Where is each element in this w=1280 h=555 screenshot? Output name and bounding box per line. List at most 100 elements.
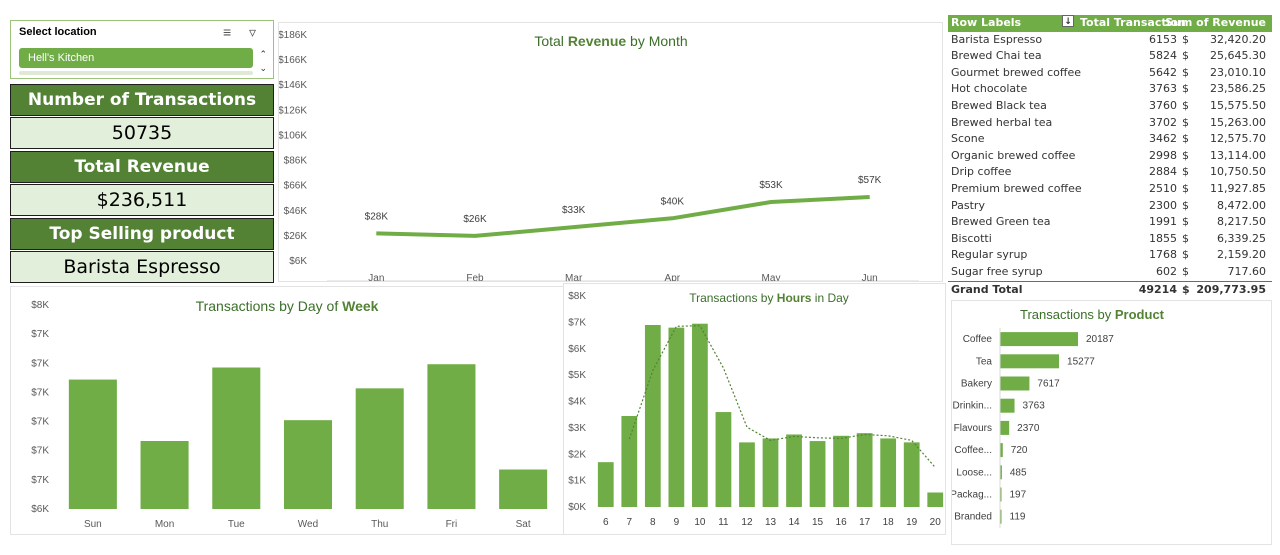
- pivot-cell-currency: $: [1182, 148, 1189, 162]
- x-tick-label: Jan: [368, 273, 384, 281]
- bar-hour-14: [786, 434, 802, 507]
- y-tick-label: $86K: [284, 156, 308, 167]
- pivot-cell-currency: $: [1182, 115, 1189, 129]
- pivot-row: Gourmet brewed coffee 5642 $23,010.10: [948, 65, 1272, 82]
- chart-title: Transactions by Product: [1020, 307, 1165, 322]
- x-tick-label: 13: [765, 517, 777, 528]
- bar-hour-6: [597, 462, 614, 507]
- kpi-top-product-label: Top Selling product: [10, 218, 274, 250]
- bar-product: [1000, 509, 1002, 524]
- slicer-item-next[interactable]: [19, 71, 253, 75]
- data-label: $33K: [562, 205, 586, 216]
- data-label: $28K: [365, 211, 389, 222]
- x-tick-label: Tue: [228, 519, 245, 530]
- weekday-chart-panel: Transactions by Day of Week $8K $7K $7K $7K $…: [10, 286, 565, 535]
- pivot-cell-revenue: 32,420.20: [1210, 32, 1266, 46]
- x-tick-label: Jun: [862, 273, 878, 281]
- multi-select-icon[interactable]: ≡: [223, 24, 232, 40]
- pivot-cell-currency: $: [1182, 49, 1189, 63]
- pivot-cell-transactions: 2510: [1149, 181, 1177, 195]
- pivot-row: Pastry 2300 $8,472.00: [948, 198, 1272, 215]
- chart-title: Transactions by Day of Week: [196, 298, 379, 314]
- pivot-row: Sugar free syrup 602 $717.60: [948, 264, 1272, 281]
- pivot-total-currency: $: [1182, 282, 1190, 296]
- y-tick-label: $26K: [284, 231, 308, 242]
- revenue-line: [376, 195, 870, 238]
- location-slicer: Select location ≡ ▿ Hell's Kitchen ⌃ ⌄: [10, 20, 274, 79]
- pivot-cell-product: Sugar free syrup: [951, 264, 1043, 278]
- bar-hour-19: [903, 442, 920, 507]
- y-tick-label: $7K: [31, 329, 49, 340]
- x-tick-label: 9: [674, 517, 680, 528]
- pivot-cell-currency: $: [1182, 215, 1189, 229]
- bar-hour-9: [668, 327, 685, 507]
- pivot-cell-transactions: 2300: [1149, 198, 1177, 212]
- bar-product: [1000, 465, 1002, 480]
- pivot-row: Organic brewed coffee 2998 $13,114.00: [948, 148, 1272, 165]
- chart-title: Total Revenue by Month: [534, 33, 687, 49]
- hours-chart-panel: Transactions by Hours in Day $8K $7K $6K $5K…: [563, 283, 946, 535]
- pivot-cell-transactions: 1768: [1149, 248, 1177, 262]
- bar-thu: [355, 388, 404, 509]
- data-label: 15277: [1067, 356, 1095, 367]
- pivot-header-revenue: Sum of Revenue: [1165, 16, 1266, 29]
- pivot-cell-revenue: 2,159.20: [1217, 248, 1266, 262]
- pivot-row: Scone 3462 $12,575.70: [948, 131, 1272, 148]
- x-tick-label: Apr: [665, 273, 681, 281]
- pivot-cell-revenue: 15,263.00: [1210, 115, 1266, 129]
- category-label: Tea: [976, 356, 993, 367]
- x-tick-label: Thu: [371, 519, 388, 530]
- x-tick-label: 20: [930, 517, 942, 528]
- y-tick-label: $7K: [568, 317, 586, 328]
- y-tick-label: $8K: [31, 300, 49, 311]
- data-label: 20187: [1086, 334, 1114, 345]
- pivot-cell-product: Brewed Black tea: [951, 98, 1047, 112]
- pivot-cell-revenue: 6,339.25: [1217, 231, 1266, 245]
- pivot-header-labels: Row Labels: [951, 16, 1022, 29]
- bar-hour-18: [880, 438, 897, 507]
- pivot-cell-currency: $: [1182, 248, 1189, 262]
- pivot-total-transactions: 49214: [1138, 282, 1177, 296]
- bar-hour-20: [927, 492, 944, 507]
- pivot-cell-transactions: 3763: [1149, 82, 1177, 96]
- bar-hour-16: [833, 435, 849, 507]
- bar-wed: [283, 420, 333, 509]
- bar-sat: [499, 469, 548, 509]
- slicer-item-selected[interactable]: Hell's Kitchen: [19, 48, 253, 68]
- pivot-cell-transactions: 602: [1156, 264, 1177, 278]
- data-label: 3763: [1023, 401, 1046, 412]
- kpi-revenue-label: Total Revenue: [10, 151, 274, 183]
- pivot-row: Brewed herbal tea 3702 $15,263.00: [948, 115, 1272, 132]
- bar-hour-15: [809, 441, 826, 507]
- y-tick-label: $106K: [279, 130, 307, 141]
- sort-filter-icon[interactable]: ↓: [1062, 15, 1074, 27]
- bar-product: [1000, 443, 1003, 458]
- scroll-up-icon[interactable]: ⌃: [259, 49, 267, 59]
- x-tick-label: 11: [718, 517, 729, 528]
- x-tick-label: Sat: [516, 519, 531, 530]
- x-tick-label: Mon: [155, 519, 174, 530]
- x-tick-label: 18: [883, 517, 895, 528]
- bar-product: [1000, 420, 1010, 435]
- x-tick-label: 19: [906, 517, 918, 528]
- scroll-down-icon[interactable]: ⌄: [259, 63, 267, 73]
- y-tick-label: $7K: [31, 387, 49, 398]
- kpi-revenue-value: $236,511: [10, 184, 274, 216]
- data-label: 720: [1011, 445, 1028, 456]
- pivot-cell-transactions: 3760: [1149, 98, 1177, 112]
- pivot-cell-revenue: 15,575.50: [1210, 98, 1266, 112]
- pivot-total-revenue: 209,773.95: [1196, 282, 1266, 296]
- clear-filter-icon[interactable]: ▿: [249, 24, 257, 40]
- y-tick-label: $66K: [284, 181, 308, 192]
- pivot-cell-product: Drip coffee: [951, 165, 1012, 179]
- pivot-cell-transactions: 1855: [1149, 231, 1177, 245]
- pivot-cell-product: Brewed Chai tea: [951, 49, 1042, 63]
- y-tick-label: $7K: [31, 358, 49, 369]
- pivot-cell-currency: $: [1182, 65, 1189, 79]
- pivot-cell-transactions: 5824: [1149, 49, 1177, 63]
- pivot-cell-currency: $: [1182, 98, 1189, 112]
- x-tick-label: Wed: [298, 519, 318, 530]
- x-tick-label: 8: [650, 517, 656, 528]
- y-tick-label: $7K: [31, 417, 49, 428]
- category-label: Drinkin...: [953, 401, 992, 412]
